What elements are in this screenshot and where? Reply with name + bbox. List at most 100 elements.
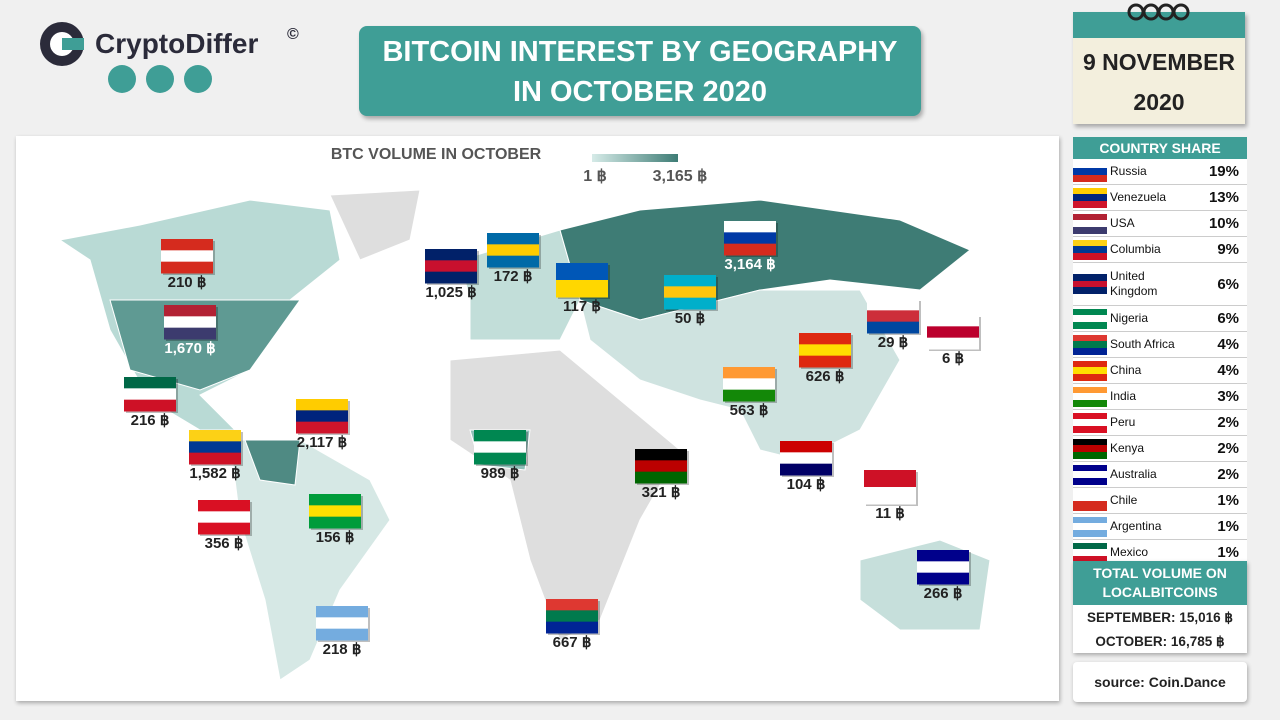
flag-stripe (927, 315, 979, 327)
flag-stripe (664, 275, 716, 287)
flag-stripe (164, 327, 216, 340)
flag-stripe (867, 321, 919, 334)
flag-stripe (664, 286, 716, 299)
share-row: Argentina 1% (1073, 514, 1247, 540)
flag-stripe (487, 233, 539, 245)
flag-stripe (1073, 471, 1107, 478)
country-name: USA (1110, 216, 1135, 230)
volume-label: 356 ฿ (205, 535, 244, 552)
flag-stripe (1073, 334, 1107, 342)
volume-label: 3,164 ฿ (724, 256, 775, 273)
flag-stripe (780, 452, 832, 465)
country-name: Nigeria (1110, 311, 1149, 325)
share-row: Australia 2% (1073, 462, 1247, 488)
country-share-panel: COUNTRY SHARE Russia 19% Venezuela 13% USA 10… (1073, 137, 1247, 566)
flag-stripe (1073, 252, 1107, 260)
copyright: © (287, 26, 299, 43)
legend-min: 1 ฿ (583, 168, 607, 185)
telegram-icon[interactable] (108, 65, 136, 93)
facebook-icon[interactable] (184, 65, 212, 93)
flag-stripe (723, 378, 775, 391)
volume-label: 266 ฿ (924, 585, 963, 602)
flag (1073, 213, 1107, 234)
flag-stripe (917, 550, 969, 562)
country-share: 1% (1217, 492, 1239, 509)
title-line: BITCOIN INTEREST BY GEOGRAPHY (382, 36, 898, 68)
country-marker: 104 ฿ (780, 441, 834, 493)
binder-rings (1127, 3, 1190, 21)
flag (1073, 187, 1107, 208)
flag-stripe (189, 441, 241, 454)
flag-stripe (1073, 516, 1107, 524)
source: source: Coin.Dance (1073, 662, 1247, 702)
flag-stripe (474, 441, 526, 454)
flag-stripe (316, 617, 368, 630)
country-marker: 266 ฿ (917, 550, 971, 602)
date-line: 2020 (1133, 89, 1185, 115)
flag (1073, 274, 1107, 295)
flag (1073, 386, 1107, 407)
flag-stripe (780, 463, 832, 476)
flag-stripe (1073, 274, 1107, 281)
flag-stripe (1073, 239, 1107, 247)
volume-label: 29 ฿ (878, 334, 908, 351)
country-share: 6% (1217, 310, 1239, 327)
flag-stripe (161, 250, 213, 263)
country-marker: 3,164 ฿ (724, 221, 778, 273)
country-share: 6% (1217, 275, 1239, 293)
flag-stripe (917, 561, 969, 574)
country-name: Kenya (1110, 441, 1145, 455)
flag-stripe (425, 271, 477, 284)
total-panel: TOTAL VOLUME ON LOCALBITCOINS SEPTEMBER:… (1073, 561, 1247, 653)
brand: CryptoDiffer (95, 28, 259, 59)
country-marker: 626 ฿ (799, 333, 853, 385)
share-row: Russia 19% (1073, 159, 1247, 185)
date-line: 9 NOVEMBER (1082, 49, 1236, 75)
flag-stripe (1073, 529, 1107, 537)
flag-stripe (1073, 373, 1107, 381)
volume-label: 626 ฿ (806, 368, 845, 385)
volume-label: 172 ฿ (494, 268, 533, 285)
flag-stripe (635, 449, 687, 461)
country-name: Australia (1110, 467, 1157, 481)
share-row: USA 10% (1073, 211, 1247, 237)
country-share: 13% (1208, 189, 1239, 206)
flag-stripe (546, 621, 598, 634)
flag-stripe (1073, 200, 1107, 208)
country-name: South Africa (1110, 337, 1175, 351)
share-row: South Africa 4% (1073, 332, 1247, 358)
flag-stripe (1073, 226, 1107, 234)
flag (1073, 438, 1107, 459)
country-marker: 156 ฿ (309, 494, 363, 546)
logo (40, 22, 84, 66)
flag-stripe (799, 355, 851, 368)
flag-stripe (927, 337, 979, 350)
flag-stripe (1073, 308, 1107, 316)
flag-stripe (724, 232, 776, 245)
flag-stripe (189, 452, 241, 465)
flag-stripe (309, 505, 361, 518)
flag-stripe (1073, 445, 1107, 452)
flag-stripe (864, 470, 916, 488)
country-marker: 216 ฿ (124, 377, 178, 429)
flag-stripe (1073, 425, 1107, 433)
share-row: Venezuela 13% (1073, 185, 1247, 211)
flag-stripe (1073, 168, 1107, 175)
flag-stripe (1073, 246, 1107, 253)
flag-stripe (546, 610, 598, 623)
country-marker: 1,025 ฿ (425, 249, 479, 301)
flag-stripe (198, 522, 250, 535)
legend-max: 3,165 ฿ (653, 168, 708, 185)
flag-stripe (1073, 220, 1107, 227)
flag-stripe (487, 255, 539, 268)
flag-stripe (927, 326, 979, 339)
flag-stripe (1073, 213, 1107, 221)
country-name: Mexico (1110, 545, 1149, 559)
flag-stripe (780, 441, 832, 453)
twitter-icon[interactable] (146, 65, 174, 93)
share-row: Peru 2% (1073, 410, 1247, 436)
country-share: 2% (1217, 440, 1239, 457)
flag-stripe (1073, 490, 1107, 501)
country-marker: 117 ฿ (556, 263, 610, 315)
